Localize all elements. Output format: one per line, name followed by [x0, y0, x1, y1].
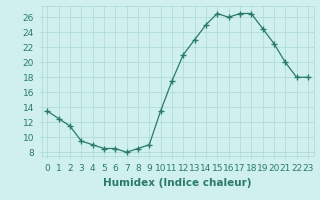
X-axis label: Humidex (Indice chaleur): Humidex (Indice chaleur): [103, 178, 252, 188]
